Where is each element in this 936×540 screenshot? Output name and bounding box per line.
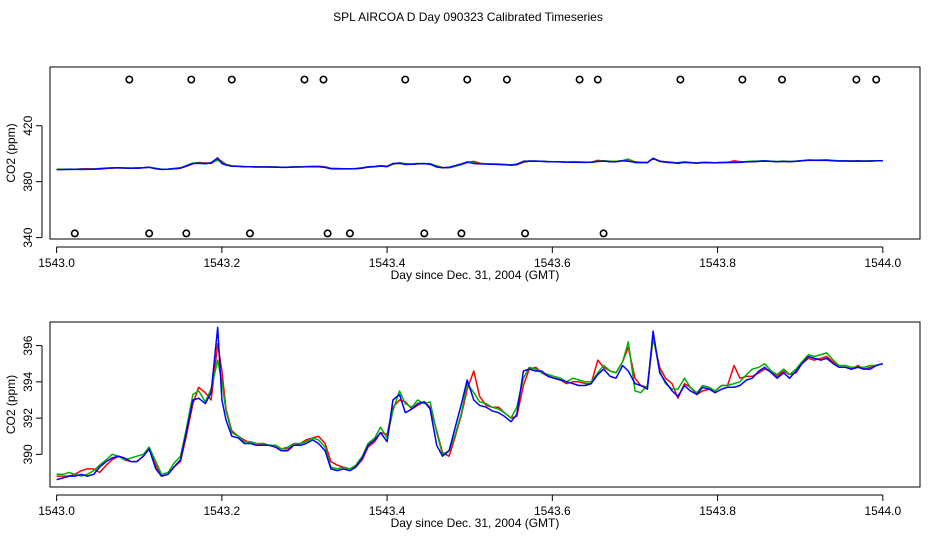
full-range-markers-high-point (300, 75, 309, 84)
full-range-x-tick-label: 1543.8 (699, 256, 736, 270)
full-range-markers-low-point (323, 229, 332, 238)
zoom-x-tick-label: 1544.0 (864, 504, 901, 518)
zoom-x-tick-label: 1543.8 (699, 504, 736, 518)
full-range-x-tick-label: 1543.6 (534, 256, 571, 270)
full-range-markers-high-point (463, 75, 472, 84)
full-range-markers-low-point (70, 229, 79, 238)
full-range-markers-high-point (125, 75, 134, 84)
full-range-y-tick-label: 380 (21, 171, 35, 191)
full-range-group (36, 66, 921, 253)
zoom-y-axis-label: CO2 (ppm) (4, 375, 18, 434)
zoom-x-axis-label: Day since Dec. 31, 2004 (GMT) (391, 516, 560, 530)
full-range-x-tick-label: 1544.0 (864, 256, 901, 270)
chart-title: SPL AIRCOA D Day 090323 Calibrated Times… (333, 10, 603, 24)
zoom-y-tick-label: 396 (21, 335, 35, 355)
zoom-group (36, 321, 921, 501)
full-range-markers-high-point (676, 75, 685, 84)
full-range-y-tick-label: 420 (21, 115, 35, 135)
full-range-markers-high-point (738, 75, 747, 84)
full-range-x-tick-label: 1543.2 (204, 256, 241, 270)
full-range-markers-high-point (575, 75, 584, 84)
full-range-markers-high-point (227, 75, 236, 84)
full-range-markers-low-point (457, 229, 466, 238)
full-range-x-axis-label: Day since Dec. 31, 2004 (GMT) (391, 268, 560, 282)
zoom-y-tick-label: 392 (21, 408, 35, 428)
full-range-series-blue-line (56, 157, 883, 171)
full-range-markers-high-point (319, 75, 328, 84)
full-range-markers-high-point (778, 75, 787, 84)
full-range-markers-high-point (852, 75, 861, 84)
zoom-plot-frame (49, 321, 921, 488)
zoom-series-green-line (56, 335, 883, 477)
full-range-markers-high-point (187, 75, 196, 84)
full-range-y-axis-label: CO2 (ppm) (4, 123, 18, 182)
full-range-markers-low-point (182, 229, 191, 238)
zoom-x-tick-label: 1543.6 (534, 504, 571, 518)
full-range-x-tick-label: 1543.0 (38, 256, 75, 270)
zoom-series-blue-line (56, 326, 883, 481)
full-range-plot-frame (49, 66, 921, 240)
full-range-markers-low-point (245, 229, 254, 238)
full-range-markers-high-point (502, 75, 511, 84)
zoom-x-tick-label: 1543.4 (369, 504, 406, 518)
full-range-markers-low-point (599, 229, 608, 238)
zoom-x-tick-label: 1543.2 (204, 504, 241, 518)
full-range-markers-high-point (401, 75, 410, 84)
full-range-y-tick-label: 340 (21, 227, 35, 247)
full-range-x-tick-label: 1543.4 (369, 256, 406, 270)
full-range-markers-low-point (345, 229, 354, 238)
full-range-markers-low-point (420, 229, 429, 238)
full-range-markers-high-point (593, 75, 602, 84)
zoom-x-tick-label: 1543.0 (38, 504, 75, 518)
full-range-markers-low-point (145, 229, 154, 238)
full-range-markers-high-point (872, 75, 881, 84)
full-range-markers-low-point (521, 229, 530, 238)
zoom-y-tick-label: 390 (21, 444, 35, 464)
zoom-y-tick-label: 394 (21, 372, 35, 392)
